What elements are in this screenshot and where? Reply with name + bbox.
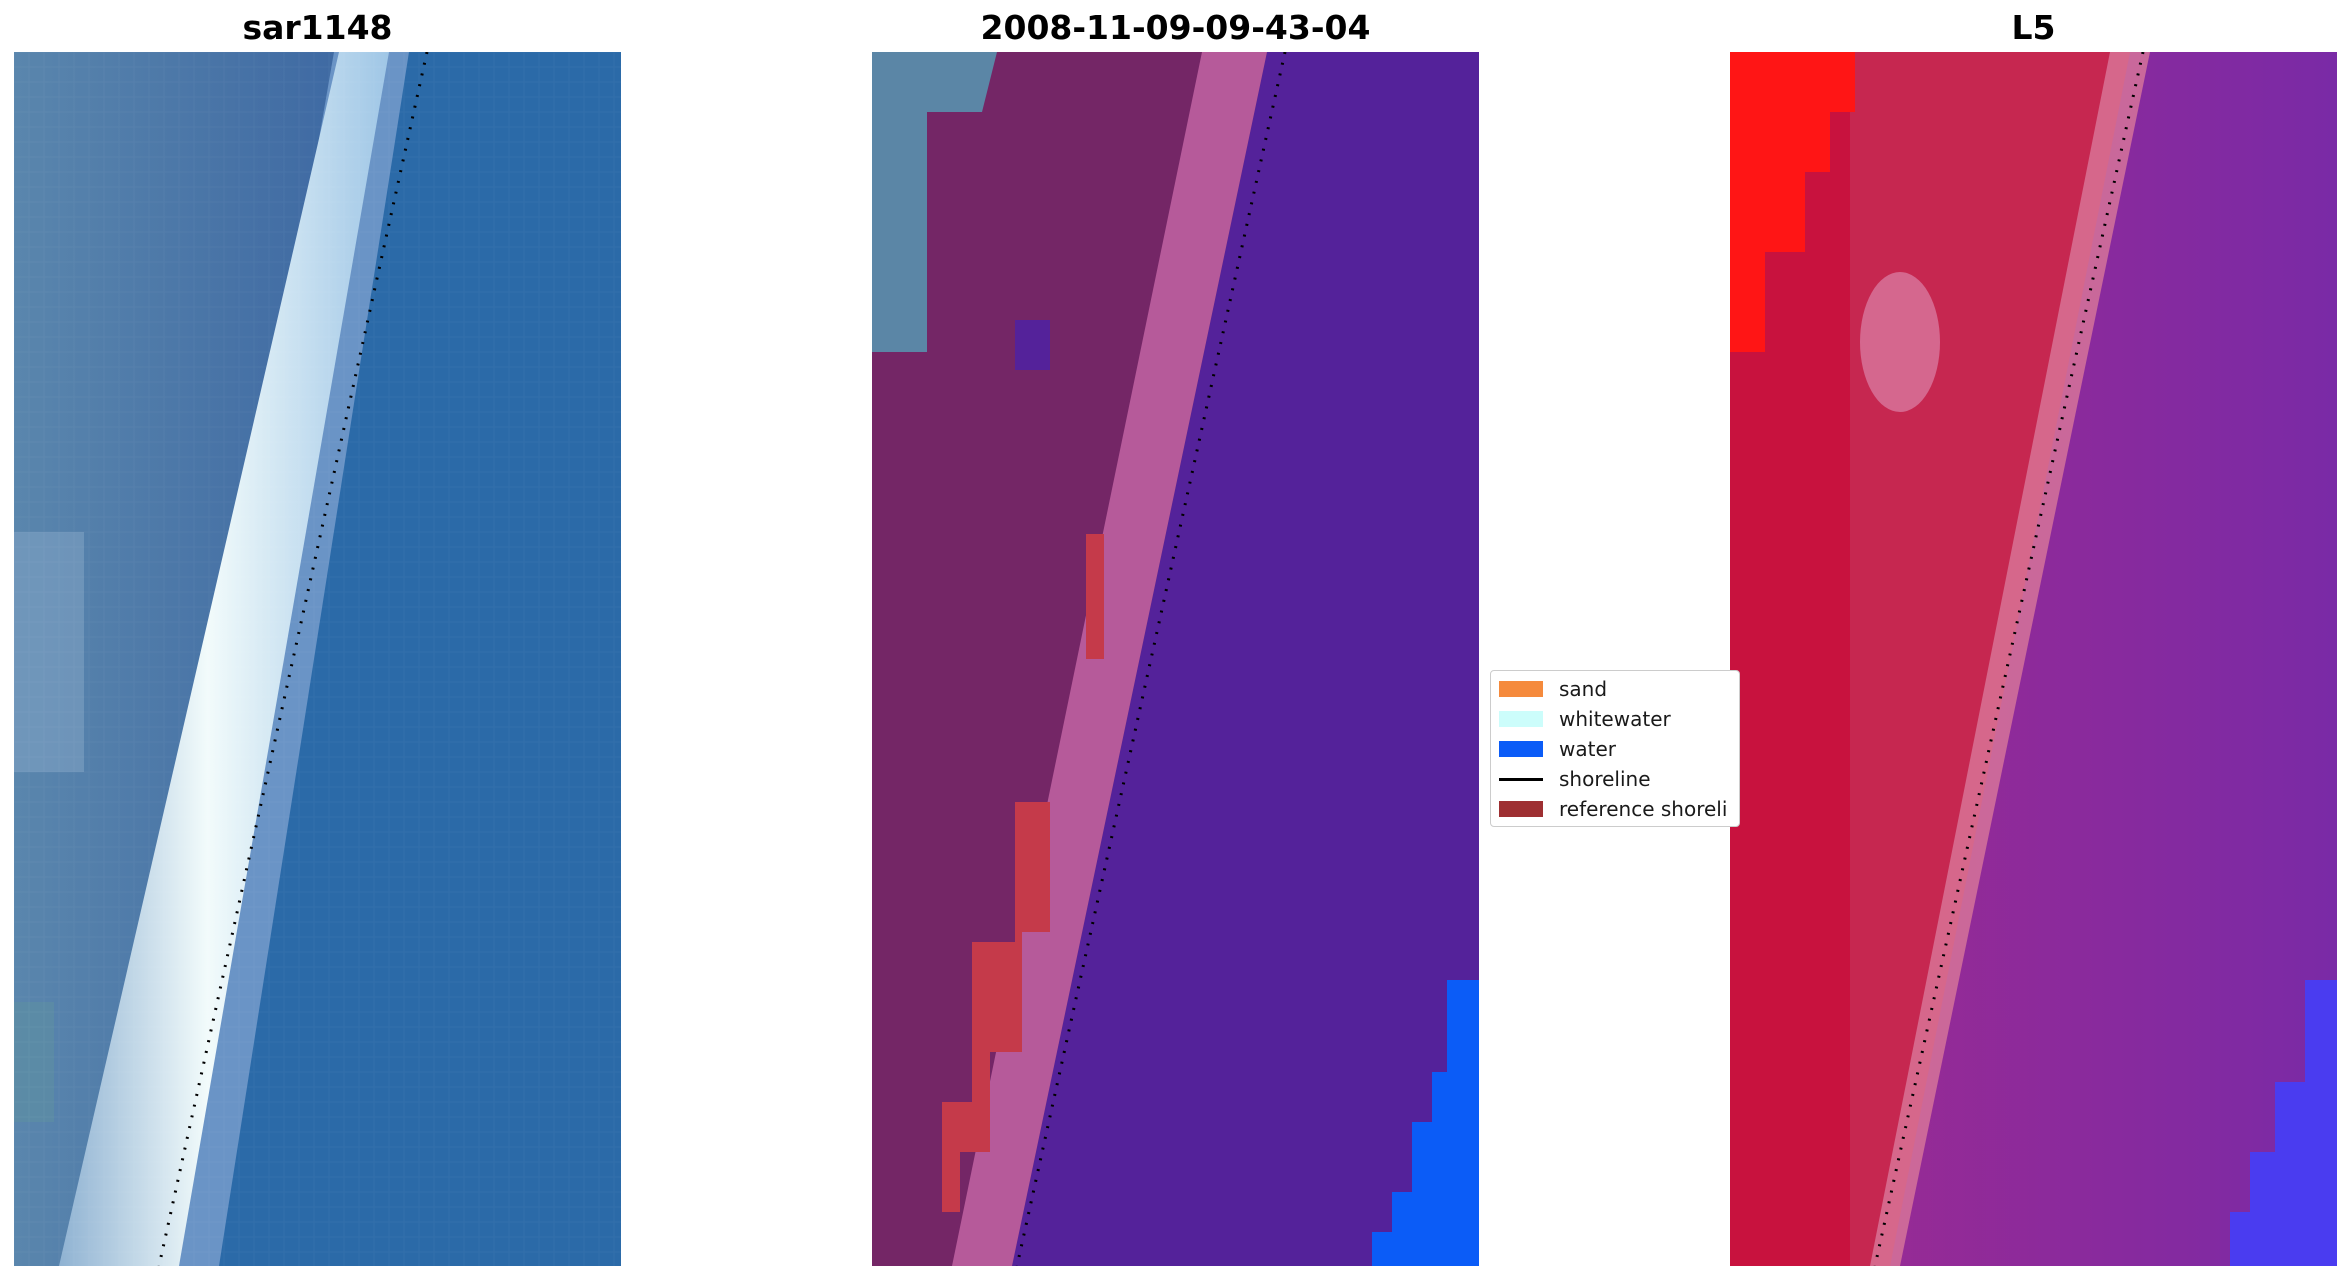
legend-label: whitewater [1559, 707, 1671, 731]
legend: sand whitewater water shoreline referenc… [1490, 670, 1740, 827]
legend-item-shoreline: shoreline [1499, 765, 1651, 793]
legend-item-reference-shoreline: reference shoreli [1499, 795, 1727, 823]
classified-image-panel [872, 52, 1479, 1266]
index-image-panel [1730, 52, 2337, 1266]
panel-title-index: L5 [2011, 8, 2056, 47]
panel-title-rgb: sar1148 [242, 8, 393, 47]
reference-shoreline-swatch [1499, 801, 1543, 817]
legend-item-whitewater: whitewater [1499, 705, 1671, 733]
water-swatch [1499, 741, 1543, 757]
legend-item-water: water [1499, 735, 1616, 763]
whitewater-swatch [1499, 711, 1543, 727]
legend-label: sand [1559, 677, 1608, 701]
legend-item-sand: sand [1499, 675, 1607, 703]
legend-label: reference shoreli [1559, 797, 1728, 821]
legend-label: water [1559, 737, 1616, 761]
panel-title-classified: 2008-11-09-09-43-04 [980, 8, 1371, 47]
legend-label: shoreline [1559, 767, 1651, 791]
sand-swatch [1499, 681, 1543, 697]
shoreline-line-swatch [1499, 777, 1543, 781]
rgb-image-panel [14, 52, 621, 1266]
